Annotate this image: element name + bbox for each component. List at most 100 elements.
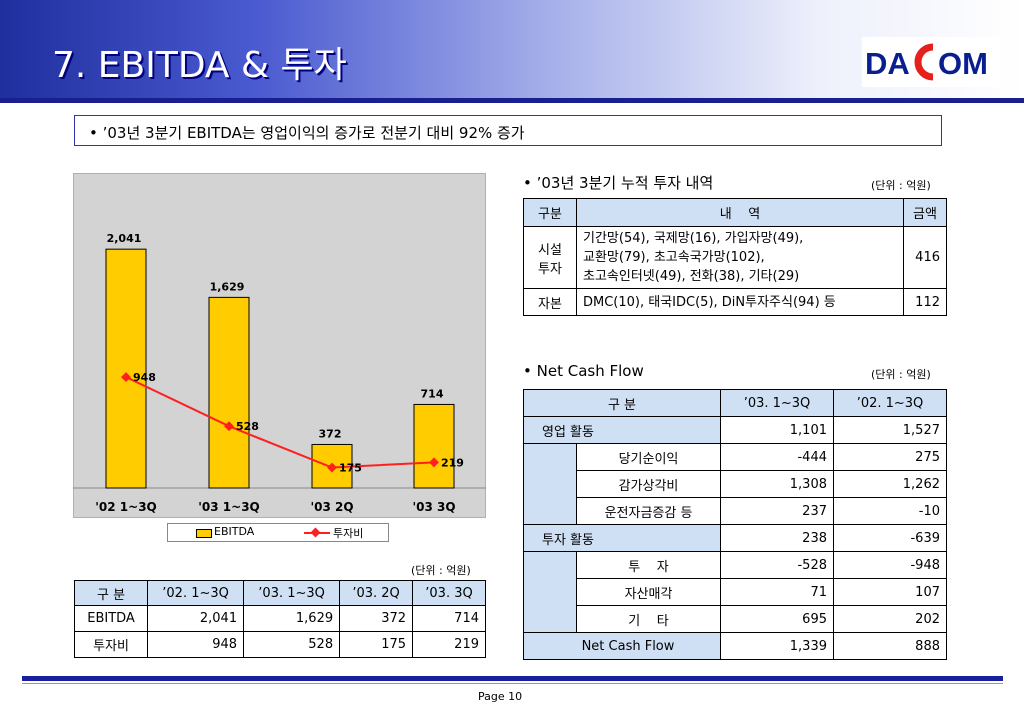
cashflow-title: • Net Cash Flow <box>523 362 644 380</box>
chart-data-table: 구 분 ’02. 1~3Q ’03. 1~3Q ’03. 2Q ’03. 3Q EBITD… <box>73 580 486 658</box>
footer-bar <box>22 676 1003 681</box>
cashflow-value-2003: -444 <box>720 443 834 471</box>
cashflow-value-2002: 202 <box>833 605 947 633</box>
cashflow-value-2003: 695 <box>720 605 834 633</box>
invest-header-row: 구분 내 역 금액 <box>523 198 947 227</box>
cashflow-indent-cell <box>523 578 577 606</box>
summary-box: • ’03년 3분기 EBITDA는 영업이익의 증가로 전분기 대비 92% … <box>74 115 942 146</box>
cashflow-row: 자산매각 71 107 <box>523 578 947 606</box>
table-cell: 714 <box>412 605 486 632</box>
invest-detail: 기간망(54), 국제망(16), 가입자망(49), 교환망(79), 초고속… <box>576 226 904 289</box>
invest-amount: 112 <box>903 288 947 316</box>
cashflow-row: Net Cash Flow 1,339 888 <box>523 632 947 660</box>
line-invest-point <box>121 372 131 383</box>
logo-text-left: DA <box>865 46 910 81</box>
table-cell: 175 <box>339 631 414 658</box>
table-header-cell: 구 분 <box>73 580 149 606</box>
table-cell: 528 <box>243 631 341 658</box>
cashflow-item-label: 감가상각비 <box>576 470 721 498</box>
bar-value-label: 714 <box>421 387 444 400</box>
table-header-cell: ’03. 1~3Q <box>720 389 834 417</box>
cashflow-value-2002: 275 <box>833 443 947 471</box>
x-tick-label: '02 1~3Q <box>95 500 157 514</box>
cashflow-item-label: 투 자 <box>576 551 721 579</box>
x-tick-label: '03 2Q <box>310 500 353 514</box>
bar-ebitda <box>208 296 250 489</box>
cashflow-section-label: 투자 활동 <box>523 524 721 552</box>
cashflow-indent-cell <box>523 443 577 471</box>
table-header-cell: ’03. 3Q <box>412 580 486 606</box>
title-underline <box>0 98 1024 103</box>
table-header-cell: 구 분 <box>523 389 721 417</box>
table-cell: 372 <box>339 605 414 632</box>
legend-ebitda-label: EBITDA <box>214 525 255 538</box>
cashflow-row: 투자 활동 238 -639 <box>523 524 947 552</box>
page-number: Page 10 <box>478 690 523 703</box>
chart-table-unit: (단위 : 억원) <box>411 564 471 577</box>
x-tick-label: '03 1~3Q <box>198 500 260 514</box>
legend-invest-label: 투자비 <box>333 527 364 540</box>
cashflow-value-2002: 1,527 <box>833 416 947 444</box>
cashflow-header-row: 구 분 ’03. 1~3Q ’02. 1~3Q <box>523 389 947 417</box>
x-tick-label: '03 3Q <box>412 500 455 514</box>
table-cell: 2,041 <box>147 605 245 632</box>
line-value-label: 528 <box>236 420 259 433</box>
table-header-cell: 금액 <box>903 198 947 227</box>
summary-text: • ’03년 3분기 EBITDA는 영업이익의 증가로 전분기 대비 92% … <box>89 124 525 142</box>
bar-value-label: 2,041 <box>107 232 142 245</box>
cashflow-value-2003: -528 <box>720 551 834 579</box>
logo-text-right: OM <box>938 46 988 81</box>
bar-ebitda <box>105 248 147 489</box>
table-header-cell: ’02. 1~3Q <box>147 580 245 606</box>
cashflow-value-2003: 1,101 <box>720 416 834 444</box>
cashflow-row: 당기순이익 -444 275 <box>523 443 947 471</box>
ebitda-chart: 2,041 1,629 372 714 948 528 175 219 '02 1~3Q '03 … <box>73 232 486 514</box>
cashflow-indent-cell <box>523 605 577 633</box>
cashflow-value-2002: 1,262 <box>833 470 947 498</box>
legend-invest-marker <box>310 527 321 538</box>
invest-table: 구분 내 역 금액 시설 투자 기간망(54), 국제망(16), 가입자망(49), … <box>523 198 947 316</box>
table-cell: 948 <box>147 631 245 658</box>
line-invest <box>125 376 435 469</box>
invest-unit: (단위 : 억원) <box>871 179 931 192</box>
table-row: 투자비 948 528 175 219 <box>73 631 486 658</box>
table-cell: 219 <box>412 631 486 658</box>
invest-category: 시설 투자 <box>523 226 577 289</box>
cashflow-row: 감가상각비 1,308 1,262 <box>523 470 947 498</box>
invest-amount: 416 <box>903 226 947 289</box>
invest-category: 자본 <box>523 288 577 316</box>
cashflow-indent-cell <box>523 551 577 579</box>
cashflow-value-2003: 237 <box>720 497 834 525</box>
cashflow-table: 구 분 ’03. 1~3Q ’02. 1~3Q 영업 활동 1,101 1,527 당기순이… <box>523 389 947 660</box>
cashflow-section-label: Net Cash Flow <box>523 632 721 660</box>
table-header-cell: ’03. 1~3Q <box>243 580 341 606</box>
cashflow-indent-cell <box>523 497 577 525</box>
cashflow-value-2002: -948 <box>833 551 947 579</box>
footer-rule <box>22 683 1003 684</box>
legend-ebitda-swatch <box>196 529 212 538</box>
cashflow-item-label: 당기순이익 <box>576 443 721 471</box>
table-header-cell: 내 역 <box>576 198 904 227</box>
company-logo: DA OM <box>862 37 1000 87</box>
logo-c-icon <box>914 43 934 81</box>
cashflow-value-2003: 1,339 <box>720 632 834 660</box>
cashflow-row: 운전자금증감 등 237 -10 <box>523 497 947 525</box>
table-cell: EBITDA <box>73 605 149 632</box>
cashflow-value-2002: -639 <box>833 524 947 552</box>
line-value-label: 219 <box>441 456 464 469</box>
page-title: 7. EBITDA & 투자 <box>52 45 347 86</box>
cashflow-item-label: 기 타 <box>576 605 721 633</box>
cashflow-value-2003: 238 <box>720 524 834 552</box>
table-row: EBITDA 2,041 1,629 372 714 <box>73 605 486 632</box>
cashflow-row: 영업 활동 1,101 1,527 <box>523 416 947 444</box>
line-value-label: 175 <box>339 462 362 475</box>
cashflow-item-label: 운전자금증감 등 <box>576 497 721 525</box>
cashflow-value-2002: 888 <box>833 632 947 660</box>
cashflow-item-label: 자산매각 <box>576 578 721 606</box>
cashflow-section-label: 영업 활동 <box>523 416 721 444</box>
invest-row: 시설 투자 기간망(54), 국제망(16), 가입자망(49), 교환망(79)… <box>523 226 947 289</box>
cashflow-value-2002: -10 <box>833 497 947 525</box>
table-header-cell: ’03. 2Q <box>339 580 414 606</box>
table-header-cell: 구분 <box>523 198 577 227</box>
line-value-label: 948 <box>133 371 156 384</box>
